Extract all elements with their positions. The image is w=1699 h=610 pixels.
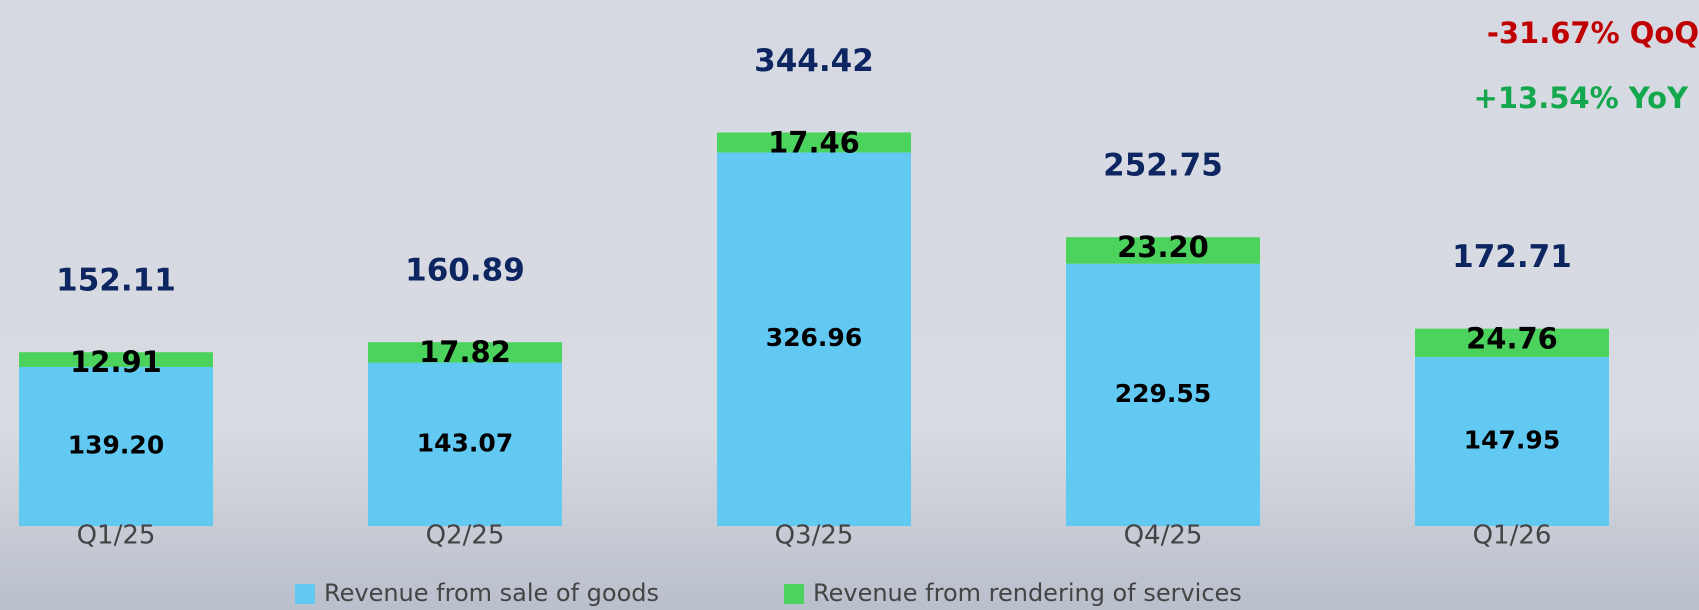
bar-segment bbox=[1415, 328, 1609, 357]
bar-segment bbox=[717, 152, 911, 527]
x-tick-label: Q2/25 bbox=[426, 521, 505, 551]
value-label: 147.95 bbox=[1464, 425, 1560, 454]
value-label: 24.76 bbox=[1466, 322, 1558, 356]
value-label: 143.07 bbox=[417, 428, 513, 457]
legend-label: Revenue from sale of goods bbox=[324, 579, 659, 607]
bar-segment bbox=[1415, 356, 1609, 526]
value-label: 229.55 bbox=[1115, 379, 1211, 408]
total-label: 344.42 bbox=[754, 43, 874, 79]
legend-swatch bbox=[295, 584, 315, 604]
qoq-annotation: -31.67% QoQ bbox=[1487, 16, 1699, 50]
value-label: 12.91 bbox=[70, 345, 162, 379]
bar-segment bbox=[368, 342, 562, 363]
total-label: 160.89 bbox=[405, 253, 525, 289]
total-label: 252.75 bbox=[1103, 148, 1223, 184]
value-label: 326.96 bbox=[766, 323, 862, 352]
bar-segment bbox=[19, 366, 213, 526]
x-tick-label: Q3/25 bbox=[775, 521, 854, 551]
yoy-annotation: +13.54% YoY bbox=[1474, 81, 1689, 115]
value-label: 139.20 bbox=[68, 430, 164, 459]
x-tick-label: Q1/26 bbox=[1473, 521, 1552, 551]
bar-segment bbox=[1066, 237, 1260, 264]
legend-label: Revenue from rendering of services bbox=[813, 579, 1242, 607]
x-tick-label: Q1/25 bbox=[77, 521, 156, 551]
bar-segment bbox=[368, 362, 562, 526]
legend-swatch bbox=[784, 584, 804, 604]
value-label: 17.46 bbox=[768, 126, 860, 160]
value-label: 17.82 bbox=[419, 335, 511, 369]
x-tick-label: Q4/25 bbox=[1124, 521, 1203, 551]
total-label: 172.71 bbox=[1452, 239, 1572, 275]
total-label: 152.11 bbox=[56, 263, 176, 299]
bar-segment bbox=[19, 352, 213, 367]
bar-segment bbox=[717, 132, 911, 153]
bar-segment bbox=[1066, 263, 1260, 526]
value-label: 23.20 bbox=[1117, 230, 1209, 264]
